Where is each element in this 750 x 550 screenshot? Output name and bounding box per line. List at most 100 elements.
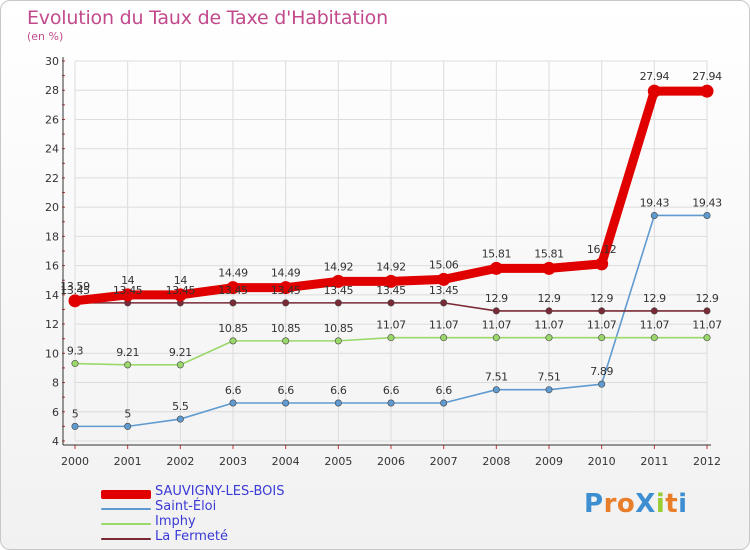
data-point xyxy=(703,334,711,342)
legend-item: SAUVIGNY-LES-BOIS xyxy=(101,484,361,501)
data-point xyxy=(124,361,132,369)
logo-letter: r xyxy=(603,489,617,519)
data-point xyxy=(334,399,342,407)
data-label: 19.43 xyxy=(692,196,722,209)
data-label: 6.6 xyxy=(278,384,295,397)
data-label: 13.59 xyxy=(60,280,90,293)
x-tick-label: 2010 xyxy=(588,455,616,468)
data-label: 14.92 xyxy=(376,260,406,273)
data-label: 14 xyxy=(174,274,188,287)
data-point xyxy=(229,399,237,407)
data-label: 9.3 xyxy=(67,345,84,358)
data-point xyxy=(545,307,553,315)
data-point xyxy=(173,288,187,302)
y-tick-label: 30 xyxy=(45,55,59,68)
y-tick-label: 4 xyxy=(52,435,59,448)
chart-title: Evolution du Taux de Taxe d'Habitation xyxy=(27,7,388,29)
data-point xyxy=(71,422,79,430)
data-point xyxy=(279,281,293,295)
legend-item: Imphy xyxy=(101,514,361,531)
data-label: 9.21 xyxy=(116,346,139,359)
data-point xyxy=(492,334,500,342)
chart-subtitle: (en %) xyxy=(27,30,64,43)
data-label: 13.45 xyxy=(166,284,196,297)
logo-letter: t xyxy=(665,489,679,519)
data-point xyxy=(229,299,237,307)
x-tick-label: 2003 xyxy=(219,455,247,468)
data-point xyxy=(492,386,500,394)
legend-label: SAUVIGNY-LES-BOIS xyxy=(155,484,285,499)
data-label: 15.81 xyxy=(534,247,564,260)
legend-swatch xyxy=(101,489,151,499)
data-label: 9.21 xyxy=(169,346,192,359)
data-label: 13.45 xyxy=(113,284,143,297)
data-point xyxy=(440,399,448,407)
data-label: 13.45 xyxy=(376,284,406,297)
data-point xyxy=(384,274,398,288)
y-tick-label: 8 xyxy=(52,377,59,390)
data-label: 5 xyxy=(124,407,131,420)
data-point xyxy=(437,272,451,286)
data-label: 13.45 xyxy=(429,284,459,297)
data-label: 10.85 xyxy=(271,322,301,335)
x-tick-label: 2005 xyxy=(324,455,352,468)
data-label: 13.45 xyxy=(324,284,354,297)
x-tick-label: 2007 xyxy=(430,455,458,468)
data-label: 19.43 xyxy=(640,196,670,209)
data-label: 7.89 xyxy=(590,365,613,378)
y-tick-label: 10 xyxy=(45,347,59,360)
data-point xyxy=(542,261,556,275)
data-label: 14.49 xyxy=(218,267,248,280)
data-point xyxy=(176,361,184,369)
data-point xyxy=(124,422,132,430)
x-tick-label: 2011 xyxy=(640,455,668,468)
data-label: 14.92 xyxy=(324,260,354,273)
data-label: 5.5 xyxy=(172,400,189,413)
proxiti-logo: ProXiti xyxy=(584,489,688,519)
data-label: 13.45 xyxy=(218,284,248,297)
data-point xyxy=(331,274,345,288)
series-lines xyxy=(68,84,714,430)
data-point xyxy=(334,299,342,307)
x-tick-label: 2009 xyxy=(535,455,563,468)
data-point xyxy=(650,307,658,315)
y-tick-label: 26 xyxy=(45,113,59,126)
legend-label: Saint-Éloi xyxy=(155,499,217,514)
data-label: 15.06 xyxy=(429,258,459,271)
data-label: 7.51 xyxy=(485,371,508,384)
data-point xyxy=(282,399,290,407)
y-tick-label: 12 xyxy=(45,318,59,331)
data-label: 11.07 xyxy=(429,319,459,332)
data-label: 12.9 xyxy=(538,292,561,305)
data-label: 6.6 xyxy=(383,384,400,397)
data-label: 10.85 xyxy=(324,322,354,335)
data-point xyxy=(545,386,553,394)
y-tick-label: 22 xyxy=(45,172,59,185)
x-tick-label: 2012 xyxy=(693,455,721,468)
logo-letter: X xyxy=(635,489,656,519)
x-tick-label: 2001 xyxy=(114,455,142,468)
logo-letter: i xyxy=(678,489,688,519)
data-point xyxy=(68,294,82,308)
data-point xyxy=(489,261,503,275)
data-label: 6.6 xyxy=(436,384,453,397)
x-tick-label: 2006 xyxy=(377,455,405,468)
data-label: 11.07 xyxy=(640,319,670,332)
logo-letter: P xyxy=(584,489,604,519)
legend-label: La Fermeté xyxy=(155,529,228,544)
data-label: 13.45 xyxy=(271,284,301,297)
data-point xyxy=(700,84,714,98)
data-label: 12.9 xyxy=(643,292,666,305)
data-label: 5 xyxy=(72,407,79,420)
data-label: 12.9 xyxy=(590,292,613,305)
data-label: 6.6 xyxy=(330,384,347,397)
data-label: 11.07 xyxy=(587,319,617,332)
data-label: 27.94 xyxy=(640,70,670,83)
x-tick-label: 2002 xyxy=(166,455,194,468)
y-tick-label: 14 xyxy=(45,289,59,302)
data-point xyxy=(598,380,606,388)
logo-letter: o xyxy=(616,489,636,519)
logo-letter: i xyxy=(655,489,666,519)
